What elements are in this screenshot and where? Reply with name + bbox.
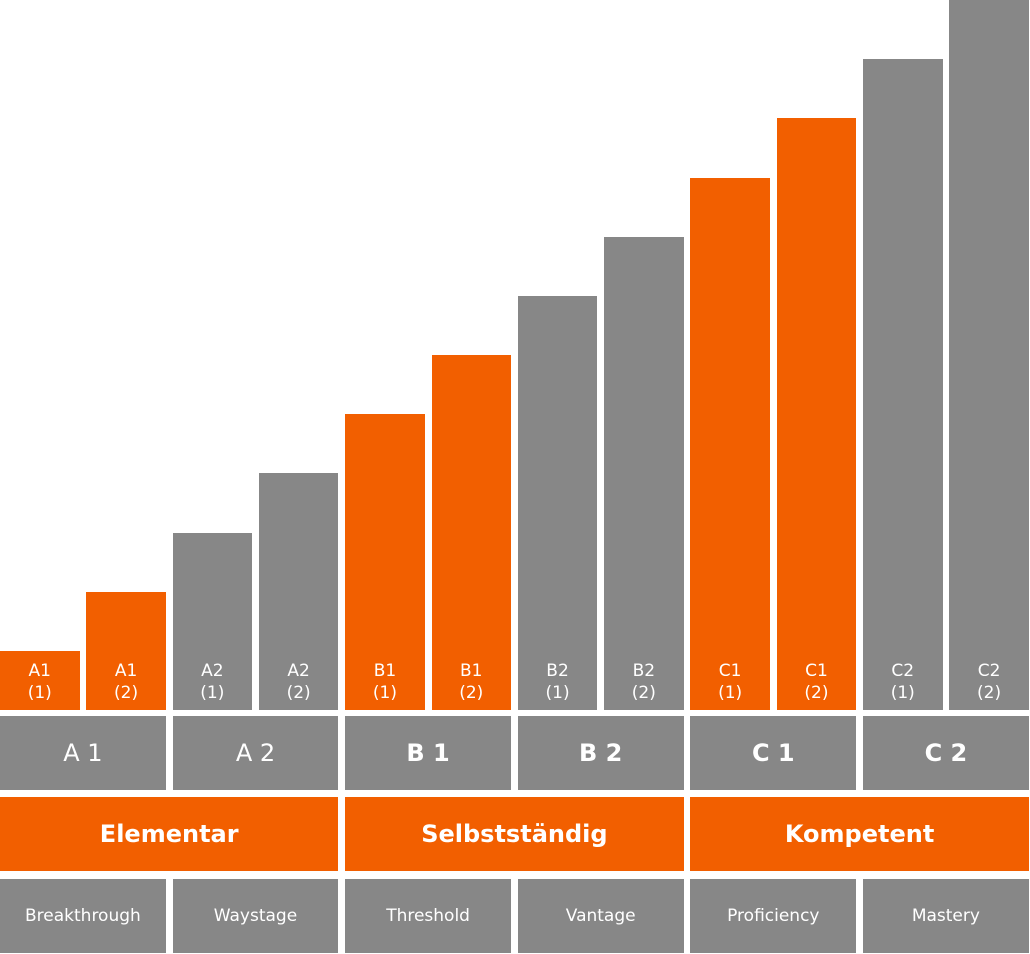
- bar-12: C2 (2): [949, 0, 1029, 710]
- bar-label: B2 (2): [631, 660, 656, 703]
- group-band-3: Kompetent: [690, 797, 1029, 871]
- bar-label: C2 (2): [977, 661, 1002, 703]
- name-band-1: Breakthrough: [0, 879, 166, 953]
- bar-label: C2 (1): [890, 660, 915, 703]
- bar-4: A2 (2): [258, 473, 339, 710]
- bar-label: A2 (2): [286, 660, 311, 703]
- bar-label: C1 (1): [718, 661, 743, 703]
- group-band-2: Selbstständig: [345, 797, 684, 871]
- bar-label: A1 (2): [114, 660, 139, 703]
- bar-2: A1 (2): [86, 591, 166, 710]
- bar-label: B2 (1): [545, 660, 570, 703]
- bar-10: C1 (2): [776, 118, 857, 710]
- bar-label: A2 (1): [200, 661, 225, 703]
- level-band-6: C 2: [863, 716, 1029, 790]
- bar-label: A1 (1): [27, 660, 52, 703]
- level-band-1: A 1: [0, 716, 166, 790]
- name-band-6: Mastery: [863, 879, 1029, 953]
- level-band-4: B 2: [517, 716, 684, 790]
- level-band-2: A 2: [172, 716, 339, 790]
- name-band-2: Waystage: [172, 879, 339, 953]
- bar-11: C2 (1): [863, 59, 943, 710]
- bar-9: C1 (1): [690, 177, 770, 710]
- bar-5: B1 (1): [345, 414, 425, 710]
- name-band-3: Threshold: [345, 879, 511, 953]
- bar-7: B2 (1): [517, 295, 598, 710]
- bar-label: C1 (2): [804, 660, 829, 703]
- level-band-3: B 1: [345, 716, 511, 790]
- bar-8: B2 (2): [604, 236, 684, 710]
- level-band-5: C 1: [690, 716, 857, 790]
- bar-label: B1 (1): [372, 660, 397, 703]
- bar-1: A1 (1): [0, 650, 80, 710]
- bar-6: B1 (2): [431, 355, 511, 710]
- bar-label: B1 (2): [459, 661, 484, 703]
- bar-3: A2 (1): [172, 532, 253, 710]
- name-band-4: Vantage: [517, 879, 684, 953]
- group-band-1: Elementar: [0, 797, 339, 871]
- name-band-5: Proficiency: [690, 879, 857, 953]
